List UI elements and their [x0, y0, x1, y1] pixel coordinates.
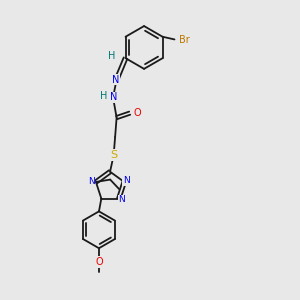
Text: N: N: [112, 75, 120, 85]
Text: N: N: [110, 92, 118, 102]
Text: H: H: [100, 91, 108, 101]
Text: O: O: [95, 257, 103, 267]
Text: N: N: [88, 178, 94, 187]
Text: O: O: [134, 108, 141, 118]
Text: N: N: [123, 176, 130, 185]
Text: N: N: [118, 195, 125, 204]
Text: H: H: [109, 51, 116, 61]
Text: Br: Br: [179, 35, 190, 45]
Text: S: S: [110, 150, 117, 160]
